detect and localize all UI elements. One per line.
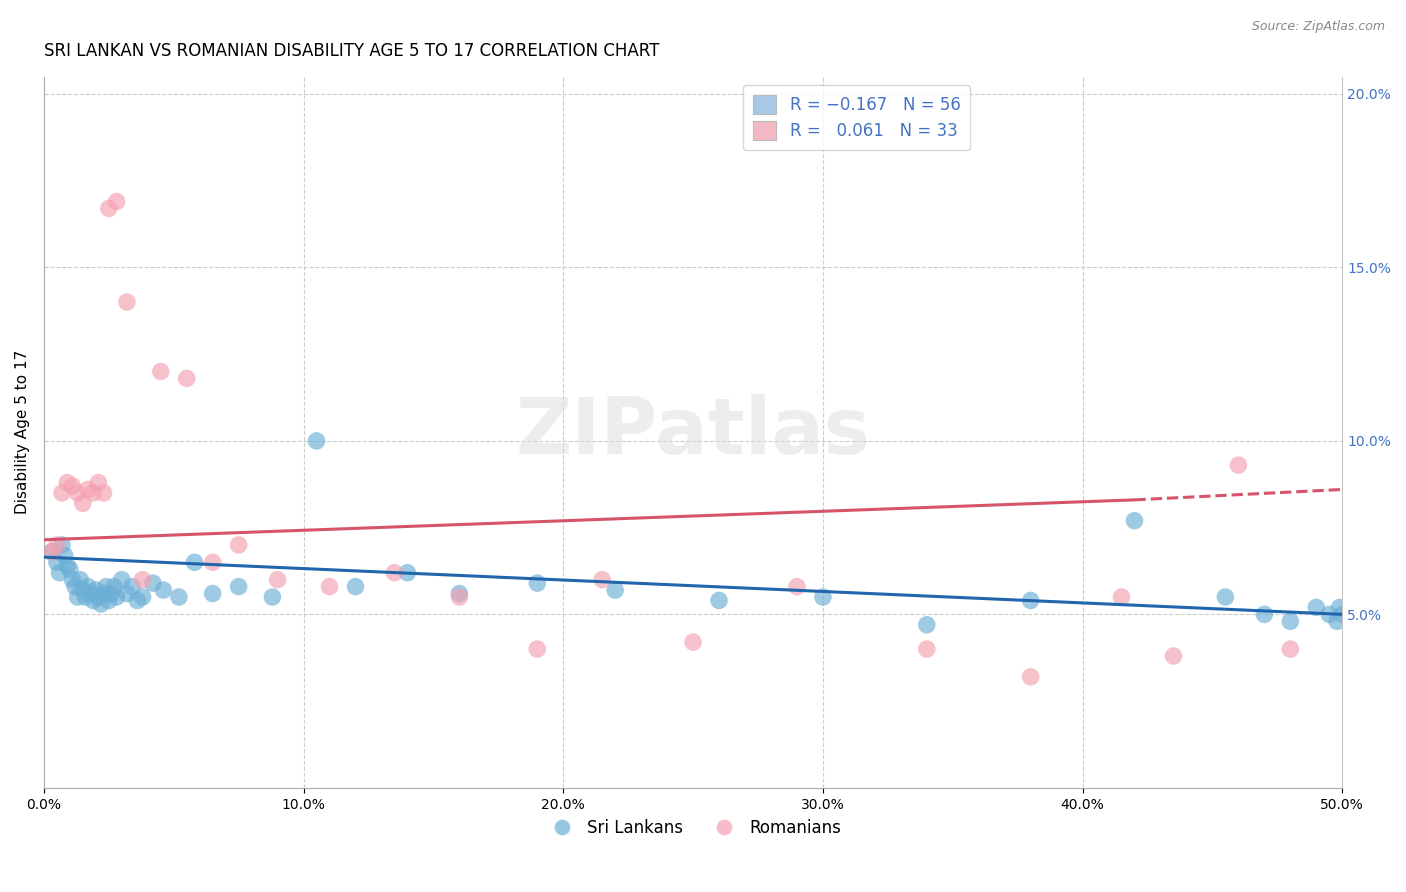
Point [105, 194, 128, 209]
Point [682, 635, 704, 649]
Point [142, 576, 165, 591]
Point [1215, 590, 1237, 604]
Point [96, 580, 118, 594]
Point [97, 593, 120, 607]
Point [344, 580, 367, 594]
Point [111, 573, 134, 587]
Y-axis label: Disability Age 5 to 17: Disability Age 5 to 17 [15, 350, 30, 515]
Point [915, 617, 938, 632]
Point [66, 590, 89, 604]
Point [1253, 607, 1275, 622]
Point [1331, 607, 1354, 622]
Point [449, 586, 471, 600]
Point [915, 642, 938, 657]
Point [266, 573, 288, 587]
Point [56, 475, 79, 490]
Point [176, 371, 198, 385]
Point [62, 573, 84, 587]
Point [318, 580, 340, 594]
Legend: Sri Lankans, Romanians: Sri Lankans, Romanians [538, 813, 848, 844]
Point [1019, 593, 1042, 607]
Point [1317, 607, 1340, 622]
Point [1111, 590, 1133, 604]
Point [149, 364, 172, 378]
Point [63, 580, 86, 594]
Point [1279, 642, 1302, 657]
Text: Source: ZipAtlas.com: Source: ZipAtlas.com [1251, 20, 1385, 33]
Point [167, 590, 190, 604]
Point [53, 549, 76, 563]
Point [45, 555, 67, 569]
Text: SRI LANKAN VS ROMANIAN DISABILITY AGE 5 TO 17 CORRELATION CHART: SRI LANKAN VS ROMANIAN DISABILITY AGE 5 … [44, 42, 659, 60]
Point [72, 583, 94, 598]
Point [262, 590, 284, 604]
Point [82, 593, 104, 607]
Point [105, 590, 128, 604]
Point [72, 496, 94, 510]
Text: ZIPatlas: ZIPatlas [516, 394, 870, 470]
Point [41, 545, 63, 559]
Point [87, 475, 110, 490]
Point [77, 483, 100, 497]
Point [449, 590, 471, 604]
Point [115, 586, 138, 600]
Point [127, 593, 149, 607]
Point [1227, 458, 1250, 472]
Point [1305, 600, 1327, 615]
Point [115, 295, 138, 310]
Point [707, 593, 730, 607]
Point [1326, 615, 1348, 629]
Point [84, 583, 107, 598]
Point [131, 590, 153, 604]
Point [786, 580, 808, 594]
Point [97, 202, 120, 216]
Point [45, 538, 67, 552]
Point [591, 573, 613, 587]
Point [1329, 600, 1351, 615]
Point [90, 597, 112, 611]
Point [1019, 670, 1042, 684]
Point [82, 486, 104, 500]
Point [228, 538, 250, 552]
Point [152, 583, 174, 598]
Point [93, 486, 115, 500]
Point [41, 545, 63, 559]
Point [79, 586, 101, 600]
Point [201, 586, 224, 600]
Point [811, 590, 834, 604]
Point [69, 573, 91, 587]
Point [48, 566, 70, 580]
Point [59, 562, 82, 576]
Point [103, 580, 125, 594]
Point [384, 566, 406, 580]
Point [66, 486, 89, 500]
Point [100, 586, 122, 600]
Point [62, 479, 84, 493]
Point [87, 590, 110, 604]
Point [77, 580, 100, 594]
Point [1123, 514, 1146, 528]
Point [121, 580, 143, 594]
Point [605, 583, 627, 598]
Point [56, 558, 79, 573]
Point [93, 586, 115, 600]
Point [51, 486, 73, 500]
Point [1163, 648, 1185, 663]
Point [1279, 615, 1302, 629]
Point [396, 566, 419, 580]
Point [51, 538, 73, 552]
Point [526, 642, 548, 657]
Point [305, 434, 328, 448]
Point [201, 555, 224, 569]
Point [183, 555, 205, 569]
Point [131, 573, 153, 587]
Point [228, 580, 250, 594]
Point [526, 576, 548, 591]
Point [75, 590, 97, 604]
